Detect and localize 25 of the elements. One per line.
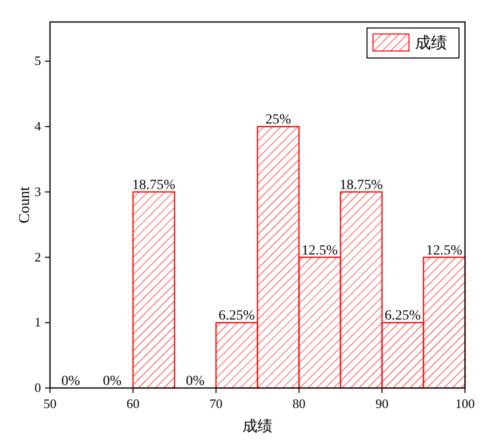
annotation: 18.75% xyxy=(132,178,176,193)
y-tick-label: 1 xyxy=(34,314,41,330)
x-tick-label: 100 xyxy=(455,396,475,411)
annotation: 0% xyxy=(61,374,80,389)
annotation: 18.75% xyxy=(340,178,384,193)
x-tick-label: 60 xyxy=(126,396,140,411)
x-tick-label: 90 xyxy=(376,396,388,411)
legend-label: 成绩 xyxy=(415,34,447,52)
y-tick-label: 0 xyxy=(34,380,41,395)
y-tick-label: 5 xyxy=(34,53,41,68)
y-tick-label: 3 xyxy=(34,184,41,199)
y-tick-label: 4 xyxy=(34,118,42,134)
annotation: 0% xyxy=(102,374,122,389)
x-tick-label: 70 xyxy=(210,396,222,411)
x-axis-title: 成绩 xyxy=(242,418,272,435)
annotation: 12.5% xyxy=(302,243,338,258)
annotation: 25% xyxy=(265,112,292,128)
annotation: 6.25% xyxy=(384,308,422,324)
x-tick-label: 50 xyxy=(44,396,56,411)
annotation: 12.5% xyxy=(426,243,463,258)
y-axis-title: Count xyxy=(17,186,33,224)
y-tick-label: 2 xyxy=(34,249,41,264)
annotation: 0% xyxy=(186,374,205,389)
x-tick-label: 80 xyxy=(292,396,306,411)
annotation: 6.25% xyxy=(218,308,256,324)
